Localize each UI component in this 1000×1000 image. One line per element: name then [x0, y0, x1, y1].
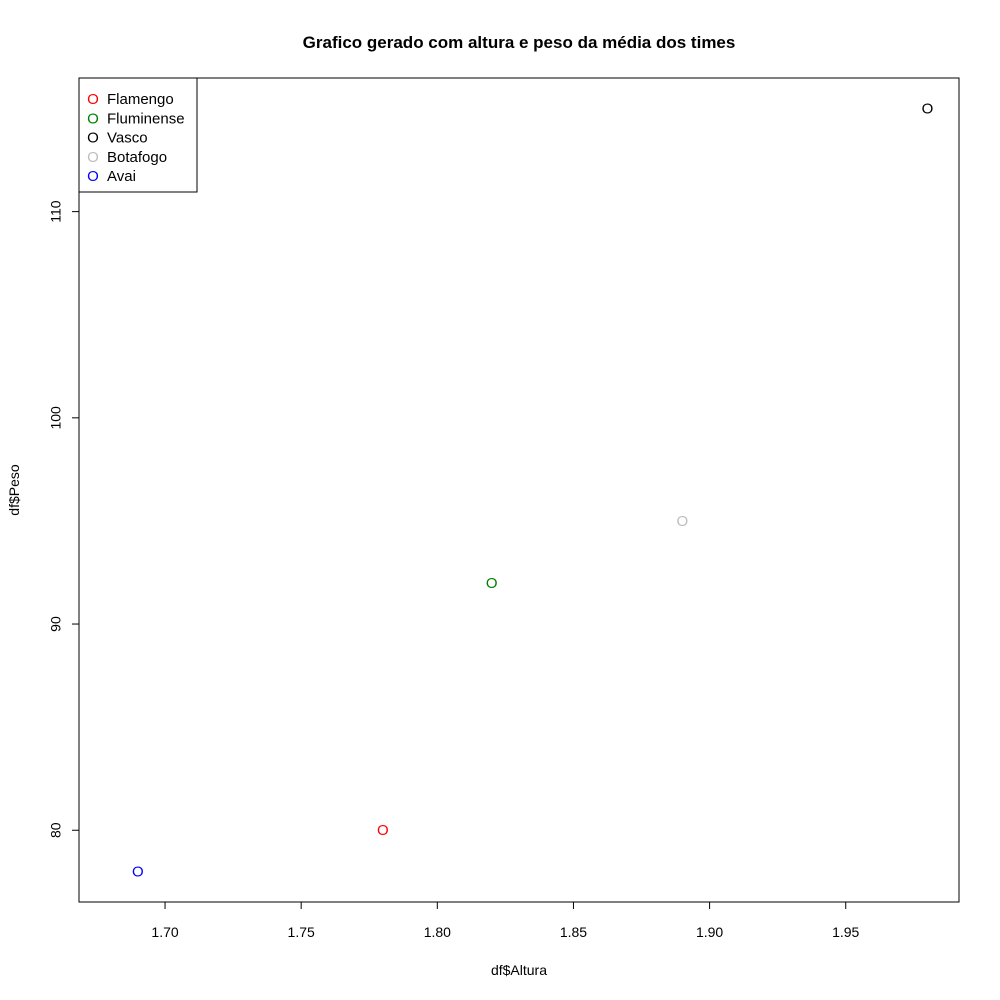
data-point-avai: O: [132, 863, 144, 880]
x-axis-label: df$Altura: [491, 962, 547, 978]
y-axis: 80 90 100 110: [48, 200, 80, 838]
y-tick-label: 80: [48, 822, 64, 838]
legend-label-flamengo: Flamengo: [107, 91, 174, 108]
legend: O Flamengo O Fluminense O Vasco O Botafogo O Avai: [78, 77, 198, 193]
legend-marker: O: [87, 130, 99, 147]
y-axis-label: df$Peso: [6, 464, 22, 516]
x-tick-label: 1.90: [696, 924, 723, 940]
chart-title: Grafico gerado com altura e peso da médi…: [303, 33, 736, 52]
legend-label-fluminense: Fluminense: [107, 110, 185, 127]
x-axis: 1.70 1.75 1.80 1.85 1.90 1.95: [151, 901, 860, 940]
legend-label-botafogo: Botafogo: [107, 149, 167, 166]
legend-marker: O: [87, 91, 99, 108]
data-point-flamengo: O: [377, 822, 389, 839]
data-points: O O O O O: [132, 101, 933, 881]
x-tick-label: 1.85: [560, 924, 587, 940]
data-point-fluminense: O: [486, 575, 498, 592]
x-tick-label: 1.75: [288, 924, 315, 940]
legend-label-vasco: Vasco: [107, 130, 148, 147]
y-tick-label: 110: [48, 200, 64, 223]
data-point-botafogo: O: [677, 513, 689, 530]
legend-marker: O: [87, 168, 99, 185]
y-tick-label: 90: [48, 616, 64, 632]
data-point-vasco: O: [922, 101, 934, 118]
y-tick-label: 100: [48, 406, 64, 430]
legend-marker: O: [87, 149, 99, 166]
legend-marker: O: [87, 110, 99, 127]
x-tick-label: 1.70: [151, 924, 178, 940]
legend-box: [78, 77, 198, 193]
x-tick-label: 1.95: [832, 924, 859, 940]
legend-label-avai: Avai: [107, 168, 136, 185]
x-tick-label: 1.80: [424, 924, 451, 940]
plot-frame: [78, 77, 960, 903]
